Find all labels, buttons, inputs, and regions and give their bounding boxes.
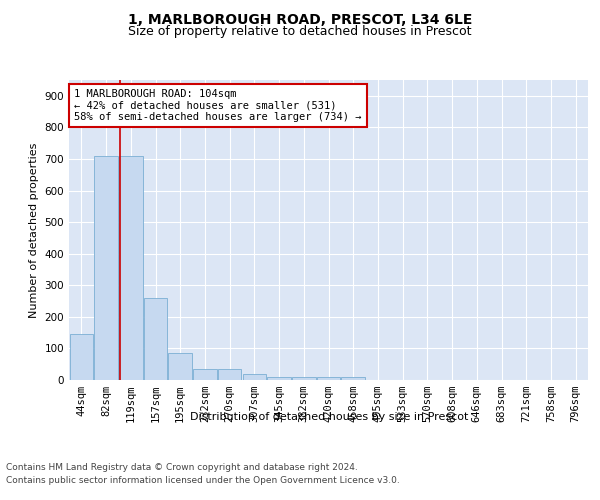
Bar [193,369,217,380]
Bar [94,156,118,380]
Bar [242,374,266,380]
Bar [292,377,316,380]
Bar [70,334,93,380]
Bar [169,353,192,380]
Bar [119,156,143,380]
Bar [268,377,291,380]
Bar [317,377,340,380]
Bar [218,369,241,380]
Text: Size of property relative to detached houses in Prescot: Size of property relative to detached ho… [128,25,472,38]
Text: Contains public sector information licensed under the Open Government Licence v3: Contains public sector information licen… [6,476,400,485]
Text: Contains HM Land Registry data © Crown copyright and database right 2024.: Contains HM Land Registry data © Crown c… [6,462,358,471]
Text: Distribution of detached houses by size in Prescot: Distribution of detached houses by size … [190,412,468,422]
Bar [341,377,365,380]
Y-axis label: Number of detached properties: Number of detached properties [29,142,39,318]
Text: 1, MARLBOROUGH ROAD, PRESCOT, L34 6LE: 1, MARLBOROUGH ROAD, PRESCOT, L34 6LE [128,12,472,26]
Bar [144,298,167,380]
Text: 1 MARLBOROUGH ROAD: 104sqm
← 42% of detached houses are smaller (531)
58% of sem: 1 MARLBOROUGH ROAD: 104sqm ← 42% of deta… [74,89,362,122]
